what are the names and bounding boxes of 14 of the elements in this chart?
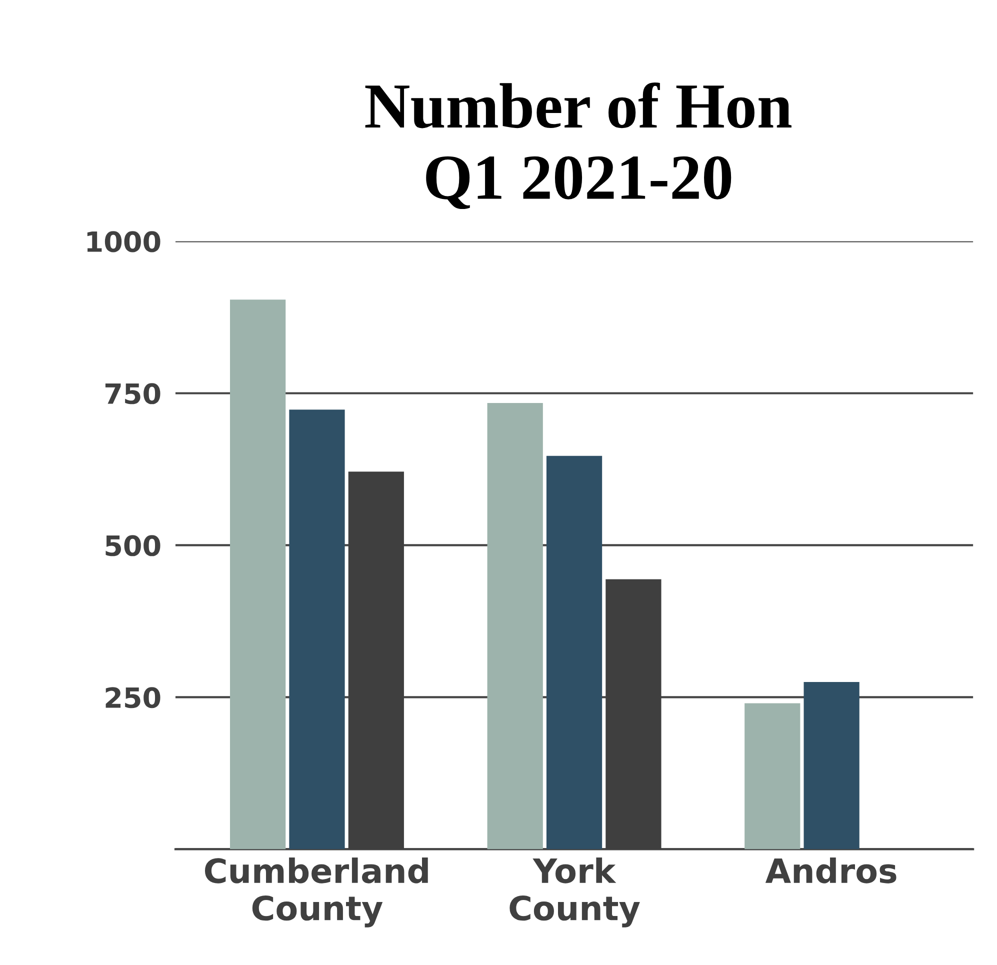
bar bbox=[804, 682, 860, 850]
bar bbox=[230, 300, 286, 850]
x-tick-label: York County bbox=[510, 858, 640, 928]
x-tick-label: Cumberland County bbox=[204, 858, 428, 928]
bar bbox=[487, 402, 543, 850]
x-tick-label: Andros bbox=[765, 858, 896, 884]
chart-title: Number of Hon Q1 2021-20 bbox=[365, 82, 792, 210]
bar bbox=[546, 456, 602, 850]
y-tick-label: 250 bbox=[106, 687, 160, 708]
y-tick-label: 1000 bbox=[87, 231, 160, 252]
y-tick-label: 750 bbox=[105, 383, 160, 404]
y-tick-label: 500 bbox=[106, 535, 160, 556]
bar bbox=[744, 703, 800, 850]
bar bbox=[289, 410, 345, 850]
